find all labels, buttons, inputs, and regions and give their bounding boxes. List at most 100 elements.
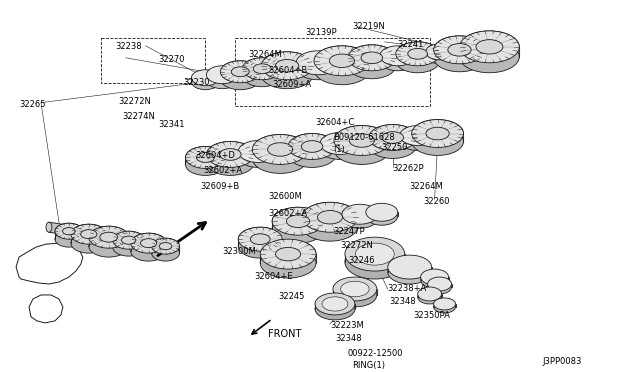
- Ellipse shape: [334, 126, 390, 155]
- Ellipse shape: [296, 56, 340, 80]
- Ellipse shape: [334, 135, 390, 164]
- Ellipse shape: [231, 67, 249, 77]
- Ellipse shape: [317, 211, 342, 224]
- Polygon shape: [220, 72, 260, 79]
- Polygon shape: [369, 138, 417, 145]
- Ellipse shape: [243, 58, 282, 80]
- Ellipse shape: [159, 243, 172, 250]
- Ellipse shape: [460, 31, 519, 63]
- Ellipse shape: [288, 134, 336, 160]
- Polygon shape: [302, 217, 358, 226]
- Ellipse shape: [55, 223, 83, 239]
- Polygon shape: [342, 214, 378, 218]
- Ellipse shape: [420, 269, 449, 285]
- Ellipse shape: [220, 68, 260, 90]
- Ellipse shape: [315, 298, 355, 320]
- Text: 32602+A: 32602+A: [268, 209, 307, 218]
- Ellipse shape: [420, 272, 449, 288]
- Ellipse shape: [268, 143, 292, 156]
- Ellipse shape: [369, 125, 417, 150]
- Polygon shape: [426, 52, 454, 56]
- Ellipse shape: [333, 283, 377, 307]
- Ellipse shape: [100, 232, 118, 242]
- Text: 32300M: 32300M: [222, 247, 256, 256]
- Ellipse shape: [361, 52, 383, 64]
- Ellipse shape: [113, 231, 145, 249]
- Text: 32264M: 32264M: [248, 50, 282, 59]
- Ellipse shape: [418, 287, 442, 301]
- Ellipse shape: [388, 260, 431, 284]
- Ellipse shape: [320, 138, 360, 160]
- Text: (1): (1): [333, 145, 345, 154]
- Ellipse shape: [63, 228, 75, 235]
- Ellipse shape: [428, 277, 452, 291]
- Ellipse shape: [238, 227, 282, 251]
- Ellipse shape: [186, 147, 225, 169]
- Ellipse shape: [400, 126, 436, 145]
- Text: 32246: 32246: [348, 256, 374, 265]
- Ellipse shape: [252, 135, 308, 164]
- Ellipse shape: [191, 70, 220, 86]
- Text: FRONT: FRONT: [268, 329, 301, 339]
- Ellipse shape: [366, 207, 397, 225]
- Polygon shape: [314, 61, 370, 70]
- Polygon shape: [348, 58, 396, 66]
- Ellipse shape: [288, 134, 336, 160]
- Polygon shape: [238, 239, 282, 246]
- Ellipse shape: [238, 227, 282, 251]
- Ellipse shape: [206, 141, 254, 167]
- Polygon shape: [186, 157, 225, 164]
- Polygon shape: [428, 284, 452, 287]
- Polygon shape: [345, 254, 404, 262]
- Polygon shape: [243, 69, 282, 76]
- Polygon shape: [420, 277, 449, 280]
- Polygon shape: [380, 56, 415, 61]
- Ellipse shape: [314, 46, 370, 76]
- Polygon shape: [191, 78, 220, 82]
- Ellipse shape: [334, 126, 390, 155]
- Ellipse shape: [275, 60, 299, 72]
- Ellipse shape: [131, 241, 166, 261]
- Text: 32604+C: 32604+C: [315, 118, 355, 126]
- Ellipse shape: [412, 128, 463, 155]
- Ellipse shape: [71, 224, 107, 244]
- Polygon shape: [460, 47, 519, 57]
- Ellipse shape: [380, 46, 415, 66]
- Ellipse shape: [434, 36, 485, 64]
- Ellipse shape: [408, 48, 428, 59]
- Text: 32604+E: 32604+E: [254, 272, 293, 281]
- Text: 32350PA: 32350PA: [413, 311, 451, 320]
- Ellipse shape: [340, 281, 369, 297]
- Ellipse shape: [260, 239, 316, 269]
- Ellipse shape: [122, 236, 136, 244]
- Text: 32602+A: 32602+A: [204, 166, 243, 176]
- Polygon shape: [396, 54, 440, 61]
- Text: 32247P: 32247P: [333, 227, 365, 236]
- Polygon shape: [260, 254, 316, 263]
- Text: 32272N: 32272N: [118, 97, 152, 106]
- Polygon shape: [418, 294, 442, 297]
- Ellipse shape: [206, 141, 254, 167]
- Ellipse shape: [191, 74, 220, 90]
- Text: 32250: 32250: [382, 142, 408, 151]
- Polygon shape: [71, 234, 107, 243]
- Polygon shape: [206, 154, 254, 163]
- Ellipse shape: [302, 202, 358, 232]
- Ellipse shape: [288, 141, 336, 167]
- Ellipse shape: [426, 127, 449, 140]
- Ellipse shape: [141, 239, 157, 248]
- Text: 32604+B: 32604+B: [268, 66, 307, 75]
- Text: RING(1): RING(1): [352, 361, 385, 370]
- Polygon shape: [272, 221, 324, 229]
- Text: 32270: 32270: [159, 55, 185, 64]
- Ellipse shape: [296, 51, 340, 75]
- Text: 32238+A: 32238+A: [388, 284, 427, 293]
- Ellipse shape: [460, 41, 519, 73]
- Ellipse shape: [345, 245, 404, 279]
- Polygon shape: [296, 63, 340, 68]
- Text: 32241: 32241: [397, 40, 424, 49]
- Ellipse shape: [46, 222, 52, 232]
- Polygon shape: [334, 141, 390, 150]
- Ellipse shape: [243, 65, 282, 87]
- Ellipse shape: [220, 61, 260, 83]
